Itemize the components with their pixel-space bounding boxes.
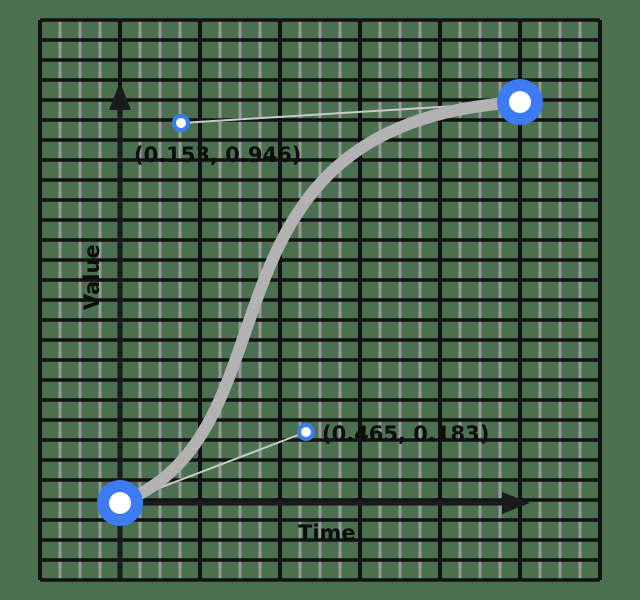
- control-point-1-inner-dot[interactable]: [301, 427, 311, 437]
- y-axis-label: Value: [80, 244, 104, 310]
- x-axis-arrow-icon: [502, 492, 530, 514]
- control-point-2-group[interactable]: [172, 114, 190, 132]
- grid-horizontal-lines: [40, 18, 600, 582]
- end-anchor-inner-dot[interactable]: [509, 91, 531, 113]
- anchor-start-group[interactable]: [97, 480, 143, 526]
- control-point-1-coordinate-label: (0.465, 0.183): [322, 422, 489, 446]
- x-axis-label: Time: [298, 521, 356, 545]
- control-point-1-group[interactable]: [297, 423, 315, 441]
- bezier-curve-path: [114, 96, 526, 509]
- control-point-2-inner-dot[interactable]: [176, 118, 186, 128]
- control-point-2-coordinate-label: (0.153, 0.946): [134, 143, 301, 167]
- anchor-end-group[interactable]: [497, 79, 543, 125]
- grid-layer: [38, 18, 602, 582]
- y-axis-arrow-icon: [109, 82, 131, 110]
- start-anchor-inner-dot[interactable]: [109, 492, 131, 514]
